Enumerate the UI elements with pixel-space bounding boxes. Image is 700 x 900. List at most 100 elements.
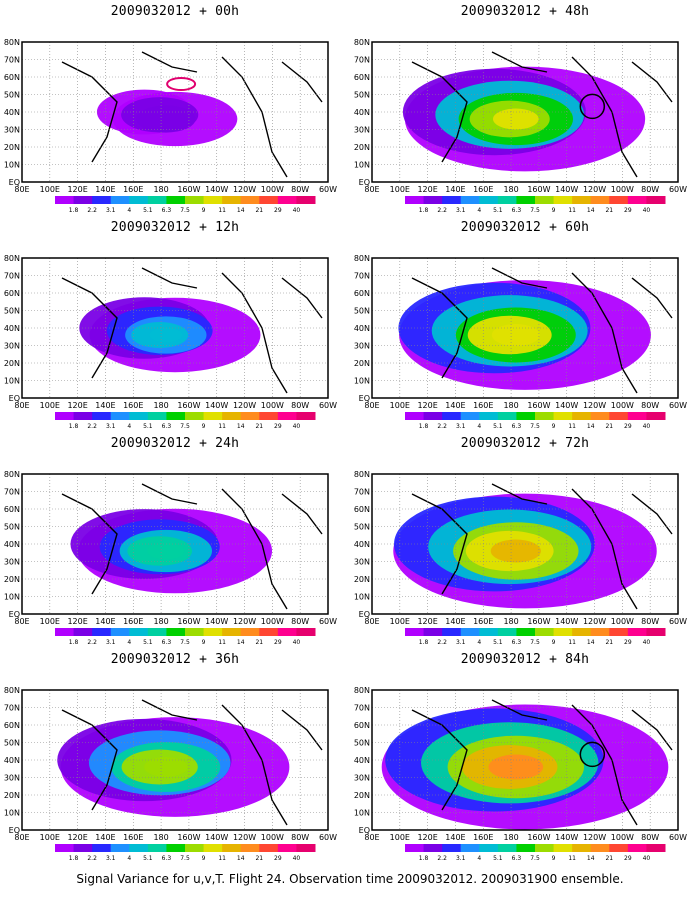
lat-label: 10N [354,377,370,386]
colorbar-label: 2.2 [87,423,97,430]
colorbar-label: 14 [587,639,595,646]
colorbar-swatch [405,844,425,852]
colorbar-swatch [259,412,279,420]
colorbar-label: 7.5 [530,855,540,862]
colorbar-label: 40 [643,423,651,430]
lon-label: 120W [233,833,256,842]
field-contour [147,542,185,560]
colorbar-swatch [553,628,573,636]
colorbar-swatch [185,844,205,852]
colorbar-swatch [497,196,517,204]
lon-label: 80W [641,185,659,194]
colorbar-swatch [129,196,149,204]
map-panel: 2009032012 + 00h 80N 70N 60N 50N 40N 30N 20N 10N… [0,0,350,220]
colorbar-label: 2.2 [437,639,447,646]
lon-label: 100E [390,617,410,626]
colorbar-swatch [590,628,610,636]
colorbar-label: 6.3 [162,639,172,646]
lon-label: 80W [291,617,309,626]
colorbar-swatch [240,196,260,204]
lon-label: 180 [153,617,168,626]
lon-label: 80E [14,185,29,194]
colorbar-swatch [442,844,462,852]
colorbar-swatch [460,196,480,204]
colorbar-swatch [590,844,610,852]
colorbar-label: 14 [587,423,595,430]
map-panel: 2009032012 + 48h 80N 70N 60N 50N 40N 30N 20N 10N… [350,0,700,220]
lon-label: 160E [473,833,493,842]
lat-label: 30N [4,342,20,351]
colorbar-swatch [222,844,242,852]
colorbar-label: 21 [255,207,263,214]
colorbar-swatch [277,196,297,204]
colorbar-swatch [423,844,443,852]
colorbar-label: 6.3 [162,423,172,430]
lat-label: 10N [354,161,370,170]
lat-label: 30N [354,558,370,567]
colorbar-label: 4 [127,207,131,214]
colorbar-swatch [166,196,186,204]
lat-label: 30N [4,558,20,567]
lon-label: 160W [527,401,550,410]
colorbar-label: 29 [274,855,282,862]
colorbar-label: 29 [274,207,282,214]
lat-label: 30N [4,126,20,135]
colorbar-swatch [110,844,130,852]
colorbar-label: 5.1 [493,423,503,430]
colorbar-swatch [277,844,297,852]
colorbar-label: 2.2 [437,207,447,214]
colorbar-swatch [147,844,167,852]
coastline [61,699,323,826]
lon-label: 120E [67,401,87,410]
lon-label: 180 [153,401,168,410]
colorbar-label: 11 [568,639,576,646]
colorbar-label: 9 [552,855,556,862]
map-frame [21,41,329,183]
lat-label: 20N [4,143,20,152]
colorbar-label: 11 [218,639,226,646]
colorbar-label: 1.8 [69,855,79,862]
lon-label: 100W [261,401,284,410]
colorbar-label: 4 [127,639,131,646]
lon-label: 120E [67,617,87,626]
colorbar-swatch [129,844,149,852]
colorbar-swatch [497,628,517,636]
lon-label: 100E [390,401,410,410]
colorbar-label: 29 [274,639,282,646]
panel-title: 2009032012 + 60h [460,220,590,235]
lon-label: 120E [417,617,437,626]
lat-label: 50N [4,739,20,748]
lon-label: 120E [67,185,87,194]
lat-label: 40N [354,756,370,765]
lat-label: 70N [4,272,20,281]
colorbar-swatch [646,412,666,420]
lat-label: 50N [4,523,20,532]
field-contour [488,754,544,780]
lon-label: 180 [503,185,518,194]
colorbar-label: 9 [202,855,206,862]
colorbar-label: 40 [643,207,651,214]
colorbar-swatch [222,628,242,636]
lat-label: EQ [9,178,20,187]
map-frame [371,473,679,615]
map-panel: 2009032012 + 24h 80N 70N 60N 50N 40N 30N 20N 10N… [0,432,350,652]
lon-label: 120E [417,833,437,842]
lon-label: 60W [669,401,687,410]
lat-label: 70N [4,704,20,713]
colorbar-swatch [222,196,242,204]
colorbar-label: 29 [624,639,632,646]
colorbar-swatch [627,844,647,852]
colorbar-swatch [460,412,480,420]
colorbar-swatch [110,412,130,420]
colorbar-label: 40 [293,855,301,862]
colorbar-label: 5.1 [493,207,503,214]
lon-label: 80E [364,833,379,842]
colorbar-swatch [185,412,205,420]
lon-label: 60W [319,833,337,842]
lon-label: 140W [555,185,578,194]
lat-label: EQ [359,610,370,619]
colorbar-swatch [92,412,112,420]
